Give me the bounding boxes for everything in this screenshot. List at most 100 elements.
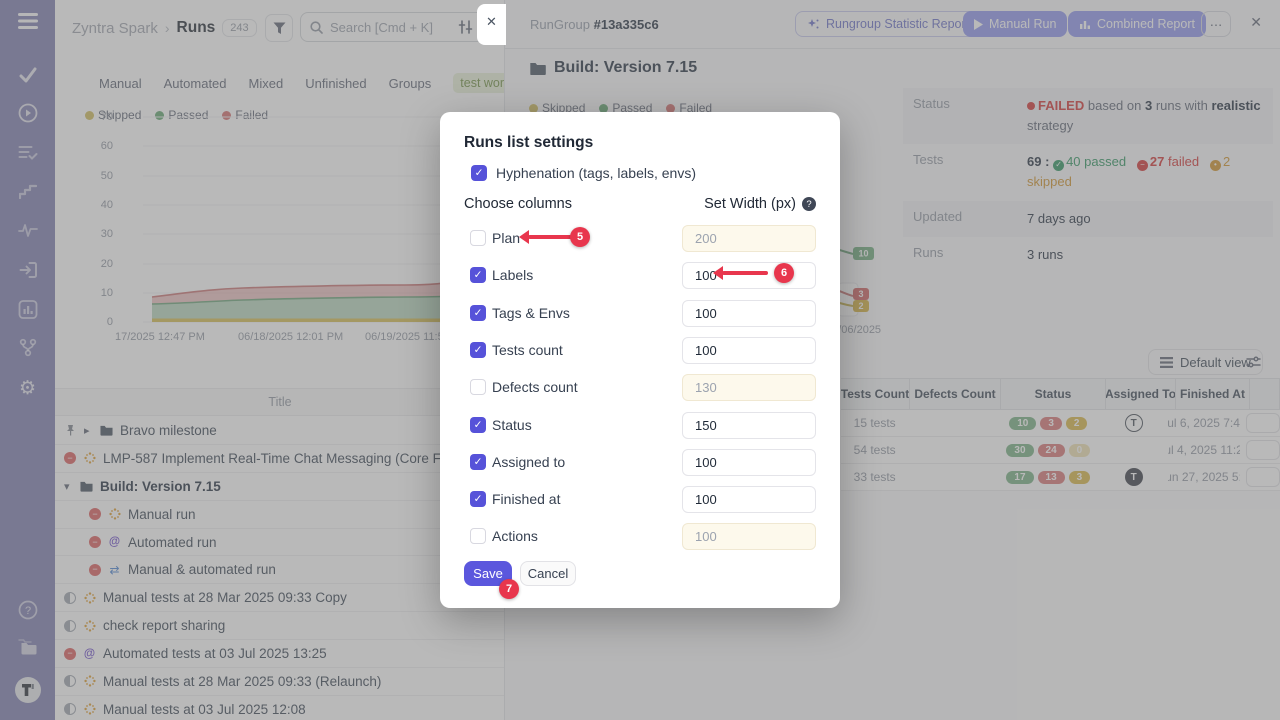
search-input[interactable] bbox=[330, 19, 496, 35]
run-row[interactable]: Manual tests at 28 Mar 2025 09:33 (Relau… bbox=[55, 668, 504, 696]
column-label: Assigned to bbox=[492, 453, 566, 470]
caret-right-icon[interactable]: ▸ bbox=[84, 424, 90, 437]
column-checkbox-assigned-to[interactable]: ✓ bbox=[470, 453, 486, 470]
assignee-avatar[interactable]: T bbox=[1124, 468, 1143, 486]
tab-automated[interactable]: Automated bbox=[163, 75, 227, 91]
more-actions-button[interactable]: ⋯ bbox=[1201, 11, 1231, 37]
width-input-defects-count[interactable] bbox=[682, 374, 816, 402]
analytics-icon[interactable] bbox=[18, 300, 37, 319]
run-title[interactable]: Manual run bbox=[128, 506, 196, 522]
projects-folder-icon[interactable] bbox=[17, 639, 38, 657]
column-header-finished-at[interactable]: Finished At bbox=[1176, 379, 1250, 409]
run-row[interactable]: check report sharing bbox=[55, 612, 504, 641]
view-settings-icon[interactable] bbox=[1246, 355, 1261, 374]
assignee-avatar[interactable]: T bbox=[1124, 414, 1143, 432]
run-title[interactable]: LMP-587 Implement Real-Time Chat Messagi… bbox=[103, 450, 492, 466]
column-header-status[interactable]: Status bbox=[1001, 379, 1106, 409]
column-checkbox-finished-at[interactable]: ✓ bbox=[470, 491, 486, 508]
default-view-button[interactable]: Default view bbox=[1148, 349, 1263, 375]
cancel-button[interactable]: Cancel bbox=[520, 561, 576, 586]
column-header-defects-count[interactable]: Defects Count bbox=[910, 379, 1001, 409]
run-title[interactable]: Manual tests at 03 Jul 2025 12:08 bbox=[103, 701, 306, 717]
run-row[interactable]: − LMP-587 Implement Real-Time Chat Messag… bbox=[55, 445, 504, 473]
width-input-labels[interactable] bbox=[682, 262, 816, 290]
column-checkbox-tests-count[interactable]: ✓ bbox=[470, 341, 486, 358]
column-checkbox-labels[interactable]: ✓ bbox=[470, 267, 486, 284]
run-type-manual-icon bbox=[83, 703, 96, 715]
run-type-manual-icon bbox=[83, 452, 96, 464]
width-input-tags-envs[interactable] bbox=[682, 299, 816, 327]
tab-manual[interactable]: Manual bbox=[99, 75, 142, 91]
failed-status-icon: − bbox=[89, 508, 101, 521]
tag-filter-badge[interactable]: test work bbox=[453, 73, 504, 93]
tab-mixed[interactable]: Mixed bbox=[248, 75, 284, 91]
column-header-assigned-to[interactable]: Assigned To bbox=[1106, 379, 1176, 409]
branches-icon[interactable] bbox=[19, 338, 37, 357]
run-row[interactable]: Manual tests at 03 Jul 2025 12:08 bbox=[55, 696, 504, 720]
run-title[interactable]: check report sharing bbox=[103, 618, 226, 634]
width-input-actions[interactable] bbox=[682, 523, 816, 551]
run-title[interactable]: Automated tests at 03 Jul 2025 13:25 bbox=[103, 646, 327, 662]
width-input-plan[interactable] bbox=[682, 225, 816, 252]
tab-unfinished[interactable]: Unfinished bbox=[305, 75, 367, 91]
column-checkbox-plan[interactable] bbox=[470, 230, 486, 246]
hyphenation-checkbox[interactable]: ✓ bbox=[471, 165, 487, 181]
column-checkbox-tags-envs[interactable]: ✓ bbox=[470, 304, 486, 321]
breadcrumb-project[interactable]: Zyntra Spark bbox=[72, 19, 158, 37]
column-settings-icon[interactable] bbox=[458, 20, 473, 39]
run-row[interactable]: − Manual run bbox=[55, 501, 504, 529]
legend-label: Skipped bbox=[542, 101, 586, 115]
combined-report-button[interactable]: Combined Report bbox=[1068, 11, 1206, 37]
column-checkbox-defects-count[interactable] bbox=[470, 379, 486, 396]
manual-run-button[interactable]: Manual Run bbox=[963, 11, 1068, 37]
settings-gear-icon[interactable]: ⚙ bbox=[18, 378, 37, 399]
highlighted-close-card[interactable]: ✕ bbox=[477, 4, 506, 45]
pulse-icon[interactable] bbox=[17, 223, 38, 237]
caret-down-icon[interactable]: ▾ bbox=[64, 480, 70, 493]
width-input-assigned-to[interactable] bbox=[682, 448, 816, 476]
run-row[interactable]: ▸ Bravo milestone bbox=[55, 417, 504, 445]
run-title[interactable]: Build: Version 7.15 bbox=[100, 478, 221, 494]
width-input-status[interactable] bbox=[682, 411, 816, 439]
runs-table-title-header[interactable]: Title bbox=[55, 388, 504, 416]
filter-button[interactable] bbox=[265, 14, 293, 42]
annotation-step-7: 7 bbox=[499, 579, 519, 599]
run-row[interactable]: − @ Automated run bbox=[55, 529, 504, 557]
y-axis-tick: 70 bbox=[100, 111, 113, 123]
close-panel-icon[interactable]: ✕ bbox=[1250, 14, 1262, 30]
run-title[interactable]: Manual tests at 28 Mar 2025 09:33 (Relau… bbox=[103, 673, 382, 689]
failed-pill: 13 bbox=[1037, 470, 1065, 484]
tests-check-icon[interactable] bbox=[19, 67, 37, 83]
finished-at-cell: Jul 6, 2025 7:40 bbox=[1167, 416, 1240, 430]
column-checkbox-actions[interactable] bbox=[470, 528, 486, 545]
milestones-icon[interactable] bbox=[18, 183, 37, 199]
import-icon[interactable] bbox=[18, 261, 37, 279]
user-avatar[interactable] bbox=[14, 676, 42, 704]
help-icon[interactable]: ? bbox=[18, 600, 38, 620]
column-checkbox-status[interactable]: ✓ bbox=[470, 416, 486, 433]
hamburger-menu-icon[interactable] bbox=[17, 13, 38, 29]
width-input-finished-at[interactable] bbox=[682, 486, 816, 514]
failed-status-icon: − bbox=[64, 452, 76, 465]
width-input-tests-count[interactable] bbox=[682, 336, 816, 364]
column-setting-row: ✓ Labels bbox=[440, 262, 840, 290]
run-title[interactable]: Automated run bbox=[128, 534, 217, 550]
run-row[interactable]: Manual tests at 28 Mar 2025 09:33 Copy bbox=[55, 584, 504, 613]
run-title[interactable]: Bravo milestone bbox=[120, 422, 217, 438]
runs-play-icon[interactable] bbox=[18, 103, 38, 123]
tab-groups[interactable]: Groups bbox=[388, 75, 432, 91]
search-box[interactable] bbox=[300, 12, 504, 42]
run-title[interactable]: Manual & automated run bbox=[128, 562, 276, 578]
run-row[interactable]: ▾ Build: Version 7.15 bbox=[55, 473, 504, 501]
table-view-icon bbox=[1160, 356, 1173, 368]
run-row[interactable]: − @ Automated tests at 03 Jul 2025 13:25 bbox=[55, 640, 504, 669]
partial-status-icon bbox=[64, 675, 76, 688]
column-header-tests-count[interactable]: Tests Count bbox=[841, 379, 910, 409]
width-help-icon[interactable]: ? bbox=[802, 197, 816, 211]
run-row[interactable]: − ⇄ Manual & automated run bbox=[55, 556, 504, 585]
run-title[interactable]: Manual tests at 28 Mar 2025 09:33 Copy bbox=[103, 590, 347, 606]
test-plans-icon[interactable] bbox=[18, 145, 37, 161]
